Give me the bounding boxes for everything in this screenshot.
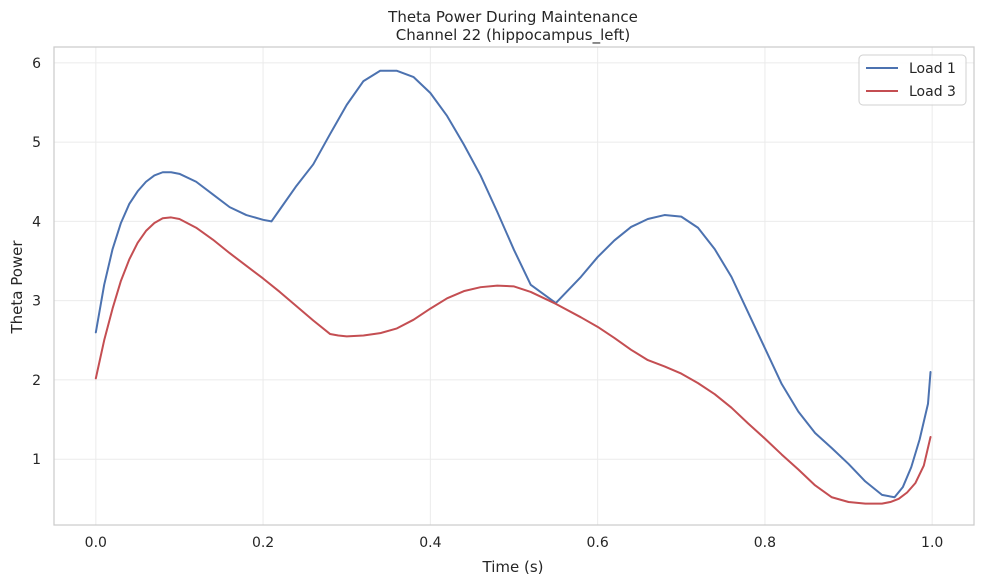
series-line-load-3: [94, 216, 932, 505]
plot-area: [53, 46, 975, 526]
x-axis-ticks: 0.0 0.2 0.4 0.6 0.8 1.0: [85, 535, 944, 551]
series-line-load-1: [94, 69, 932, 499]
y-tick-label: 6: [32, 56, 41, 72]
x-tick-label: 0.4: [419, 535, 441, 551]
legend: Load 1 Load 3: [858, 54, 967, 106]
y-tick-label: 5: [32, 135, 41, 151]
chart-subtitle: Channel 22 (hippocampus_left): [396, 26, 631, 45]
legend-label-load-3: Load 3: [909, 84, 956, 100]
x-tick-label: 0.8: [754, 535, 776, 551]
y-tick-label: 3: [32, 294, 41, 310]
y-axis-label: Theta Power: [8, 240, 26, 335]
x-tick-label: 0.6: [587, 535, 609, 551]
x-tick-label: 0.2: [252, 535, 274, 551]
y-tick-label: 4: [32, 214, 41, 230]
plot-frame: [53, 46, 975, 526]
x-tick-label: 1.0: [921, 535, 943, 551]
x-axis-label: Time (s): [482, 558, 544, 576]
x-tick-label: 0.0: [85, 535, 107, 551]
chart-title: Theta Power During Maintenance: [387, 8, 638, 26]
series-lines: [94, 69, 932, 505]
legend-label-load-1: Load 1: [909, 61, 956, 77]
y-axis-ticks: 1 2 3 4 5 6: [32, 56, 41, 468]
y-tick-label: 1: [32, 452, 41, 468]
y-tick-label: 2: [32, 373, 41, 389]
grid-lines: [54, 47, 974, 525]
